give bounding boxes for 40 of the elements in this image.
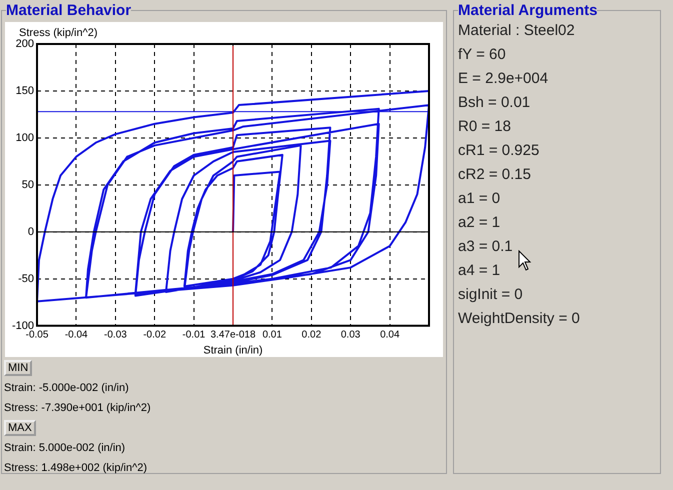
text: MIN [4,360,32,376]
x-tick-label: 3.47e-018 [210,330,256,341]
text: WeightDensity = 0 [458,309,581,329]
text: fY = 60 [458,45,507,65]
text: a4 = 1 [458,261,502,281]
y-tick-label: 200 [16,38,34,50]
text: a1 = 0 [458,189,502,209]
x-tick-label: -0.03 [104,330,128,341]
text: Bsh = 0.01 [458,93,532,113]
x-tick-label: 0.02 [302,330,322,341]
x-tick-label: -0.02 [143,330,166,341]
x-tick-label: 0.01 [262,330,282,341]
text: R0 = 18 [458,117,512,137]
text: Stress: 1.498e+002 (kip/in^2) [4,462,148,474]
x-tick-label: 0.03 [340,330,361,341]
text: Stress: -7.390e+001 (kip/in^2) [4,402,151,414]
y-tick-label: -100 [12,320,34,332]
text: cR2 = 0.15 [458,165,532,185]
text: Material : Steel02 [458,21,576,41]
y-tick-label: 50 [22,178,34,191]
text: Strain: -5.000e-002 (in/in) [4,382,129,394]
y-tick-label: 150 [16,85,34,97]
text: MAX [4,420,36,436]
text: Strain: 5.000e-002 (in/in) [4,442,126,454]
chart-title: Material Behavior [6,2,132,19]
y-tick-label: 100 [16,132,34,144]
x-tick-label: -0.04 [64,330,88,341]
text: a3 = 0.1 [458,237,514,257]
y-tick-label: 0 [28,226,34,238]
y-axis-title: Stress (kip/in^2) [19,27,98,39]
text: cR1 = 0.925 [458,141,540,161]
x-tick-label: -0.05 [26,330,49,341]
x-tick-label: -0.01 [182,330,206,341]
y-tick-label: -50 [18,272,34,285]
text: Material Arguments [458,2,598,19]
text: E = 2.9e+004 [458,69,550,89]
text: sigInit = 0 [458,285,524,305]
x-axis-title: Strain (in/in) [203,344,263,356]
x-tick-label: 0.04 [380,330,400,341]
text: a2 = 1 [458,213,502,233]
